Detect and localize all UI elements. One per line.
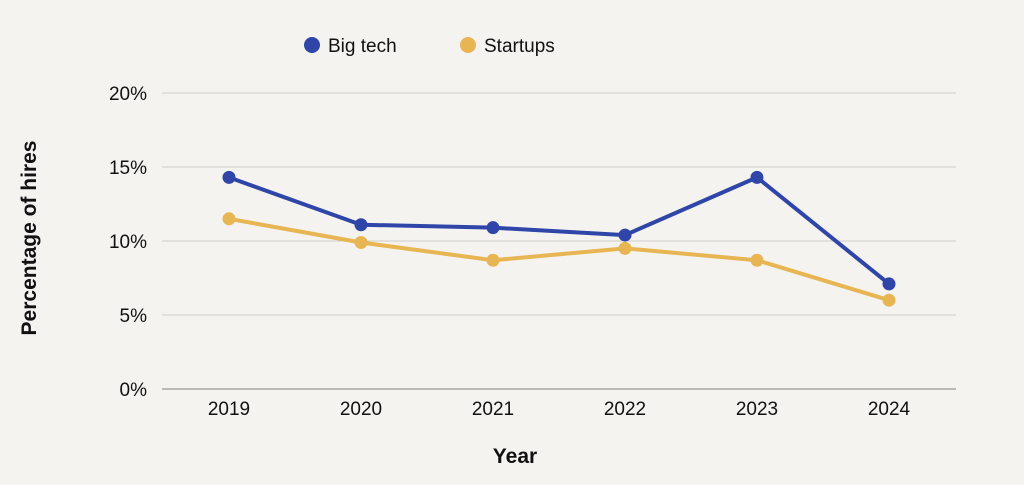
x-tick-label: 2021	[472, 399, 514, 420]
data-point-startups[interactable]	[750, 253, 764, 267]
series-layer	[222, 170, 896, 307]
x-tick-label: 2019	[208, 399, 250, 420]
data-point-big-tech[interactable]	[486, 221, 500, 235]
legend-marker-startups	[460, 37, 476, 53]
y-tick-label: 15%	[109, 158, 147, 179]
legend-item-big-tech[interactable]: Big tech	[304, 36, 397, 57]
y-tick-label: 5%	[120, 306, 148, 327]
x-tick-label: 2024	[868, 399, 911, 420]
x-tick-label: 2023	[736, 399, 778, 420]
data-point-startups[interactable]	[354, 235, 368, 249]
y-axis-ticks: 0% 5% 10% 15% 20%	[109, 84, 147, 401]
legend: Big tech Startups	[304, 36, 555, 57]
data-point-startups[interactable]	[618, 241, 632, 255]
data-point-startups[interactable]	[486, 253, 500, 267]
data-point-big-tech[interactable]	[354, 218, 368, 232]
x-axis-title: Year	[493, 445, 537, 468]
data-point-big-tech[interactable]	[618, 228, 632, 242]
x-tick-label: 2020	[340, 399, 382, 420]
data-point-big-tech[interactable]	[222, 170, 236, 184]
gridlines	[162, 92, 956, 390]
legend-marker-big-tech	[304, 37, 320, 53]
series-line-big-tech	[227, 175, 891, 286]
x-tick-label: 2022	[604, 399, 646, 420]
y-tick-label: 10%	[109, 232, 147, 253]
x-axis-ticks: 2019 2020 2021 2022 2023 2024	[208, 399, 911, 420]
y-axis-title: Percentage of hires	[18, 141, 41, 336]
y-tick-label: 20%	[109, 84, 147, 105]
data-point-startups[interactable]	[222, 212, 236, 226]
legend-label-startups: Startups	[484, 36, 555, 57]
data-point-big-tech[interactable]	[882, 277, 896, 291]
data-point-startups[interactable]	[882, 293, 896, 307]
series-line-startups	[227, 216, 891, 303]
y-tick-label: 0%	[120, 380, 148, 401]
legend-item-startups[interactable]: Startups	[460, 36, 555, 57]
legend-label-big-tech: Big tech	[328, 36, 397, 57]
data-point-big-tech[interactable]	[750, 170, 764, 184]
